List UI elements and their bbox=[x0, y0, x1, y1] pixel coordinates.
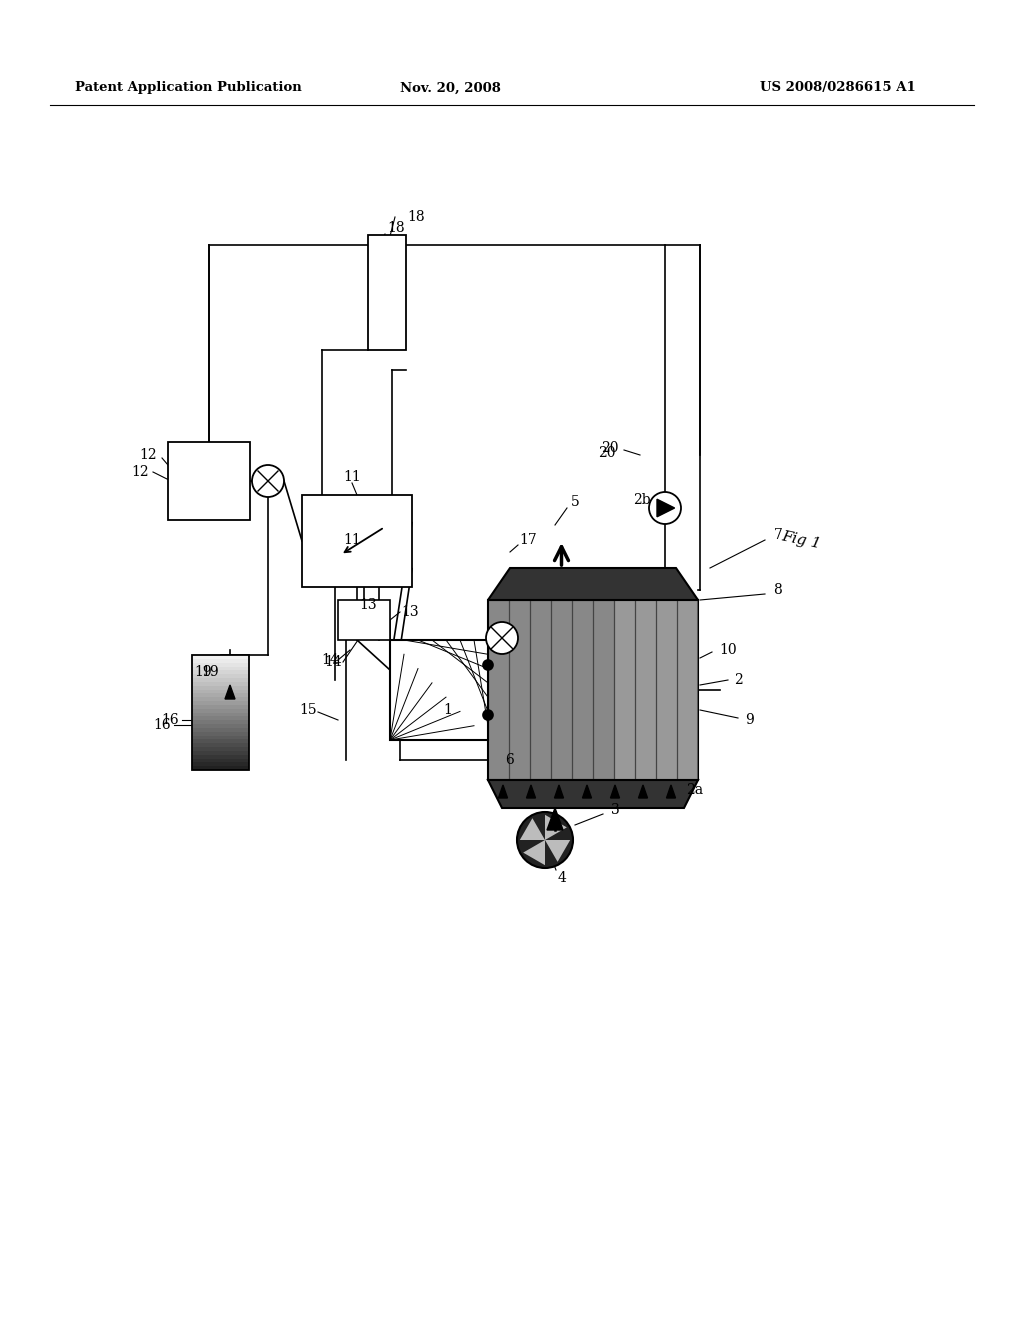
Bar bbox=[193, 693, 249, 697]
Bar bbox=[193, 655, 249, 659]
Bar bbox=[193, 735, 249, 739]
Text: Fig 1: Fig 1 bbox=[780, 529, 822, 550]
Bar bbox=[193, 701, 249, 705]
Text: 11: 11 bbox=[343, 470, 360, 484]
Text: 3: 3 bbox=[610, 803, 620, 817]
Text: 9: 9 bbox=[745, 713, 755, 727]
Bar bbox=[193, 743, 249, 747]
Bar bbox=[168, 442, 250, 520]
Polygon shape bbox=[583, 785, 592, 799]
Text: 13: 13 bbox=[359, 598, 377, 612]
Circle shape bbox=[649, 492, 681, 524]
Text: 18: 18 bbox=[407, 210, 425, 224]
Bar bbox=[193, 678, 249, 682]
Bar bbox=[193, 709, 249, 713]
Polygon shape bbox=[545, 814, 567, 840]
Bar bbox=[193, 755, 249, 759]
Text: 17: 17 bbox=[519, 533, 537, 546]
Bar bbox=[614, 601, 698, 780]
Bar bbox=[193, 717, 249, 721]
Text: 16: 16 bbox=[154, 718, 171, 733]
Text: 19: 19 bbox=[201, 665, 219, 678]
Text: 8: 8 bbox=[773, 583, 782, 597]
Text: 7: 7 bbox=[773, 528, 782, 543]
Bar bbox=[193, 759, 249, 763]
Text: US 2008/0286615 A1: US 2008/0286615 A1 bbox=[760, 82, 915, 95]
Bar bbox=[193, 682, 249, 685]
Polygon shape bbox=[520, 818, 545, 840]
Bar bbox=[193, 727, 249, 731]
Polygon shape bbox=[523, 840, 545, 865]
Polygon shape bbox=[657, 499, 675, 517]
Bar bbox=[193, 685, 249, 689]
Text: 4: 4 bbox=[557, 871, 566, 884]
Bar bbox=[193, 766, 249, 770]
Polygon shape bbox=[225, 685, 234, 700]
Bar bbox=[488, 601, 698, 780]
Bar bbox=[193, 751, 249, 755]
Text: Nov. 20, 2008: Nov. 20, 2008 bbox=[399, 82, 501, 95]
Polygon shape bbox=[545, 840, 570, 862]
Polygon shape bbox=[610, 785, 620, 799]
Bar bbox=[193, 747, 249, 751]
Bar bbox=[193, 697, 249, 701]
Text: 1: 1 bbox=[443, 704, 453, 717]
Text: 16: 16 bbox=[161, 713, 179, 727]
Polygon shape bbox=[488, 568, 698, 601]
Bar bbox=[193, 713, 249, 717]
Bar bbox=[193, 705, 249, 709]
Text: 2a: 2a bbox=[686, 783, 703, 797]
Bar bbox=[193, 731, 249, 735]
Bar bbox=[193, 739, 249, 743]
Text: 10: 10 bbox=[719, 643, 737, 657]
Polygon shape bbox=[547, 808, 563, 830]
Text: Patent Application Publication: Patent Application Publication bbox=[75, 82, 302, 95]
Polygon shape bbox=[555, 785, 563, 799]
Bar bbox=[368, 235, 406, 350]
Text: 15: 15 bbox=[299, 704, 316, 717]
Circle shape bbox=[252, 465, 284, 498]
Text: 12: 12 bbox=[131, 465, 148, 479]
Polygon shape bbox=[488, 780, 698, 808]
Bar bbox=[193, 655, 249, 770]
Polygon shape bbox=[667, 785, 676, 799]
Bar bbox=[193, 671, 249, 675]
Text: 13: 13 bbox=[401, 605, 419, 619]
Polygon shape bbox=[499, 785, 508, 799]
Bar bbox=[193, 689, 249, 693]
Bar bbox=[193, 667, 249, 671]
Circle shape bbox=[483, 660, 493, 671]
Text: 19: 19 bbox=[195, 665, 212, 678]
Text: 20: 20 bbox=[598, 446, 615, 459]
Bar bbox=[193, 723, 249, 727]
Text: 2b: 2b bbox=[633, 492, 651, 507]
Polygon shape bbox=[526, 785, 536, 799]
Bar bbox=[193, 663, 249, 667]
Text: 11: 11 bbox=[343, 533, 360, 546]
Text: 14: 14 bbox=[325, 655, 342, 669]
Text: 5: 5 bbox=[570, 495, 580, 510]
Text: 2: 2 bbox=[733, 673, 742, 686]
Circle shape bbox=[517, 812, 573, 869]
Text: 6: 6 bbox=[506, 752, 514, 767]
Polygon shape bbox=[639, 785, 647, 799]
Circle shape bbox=[486, 622, 518, 653]
Bar bbox=[338, 601, 390, 640]
Bar bbox=[193, 675, 249, 678]
Bar bbox=[193, 763, 249, 766]
Text: 14: 14 bbox=[322, 653, 339, 667]
Bar bbox=[302, 495, 412, 587]
Circle shape bbox=[483, 710, 493, 719]
Bar bbox=[193, 659, 249, 663]
Text: 20: 20 bbox=[601, 441, 618, 455]
Text: 12: 12 bbox=[139, 447, 157, 462]
Bar bbox=[193, 721, 249, 723]
Text: 18: 18 bbox=[387, 220, 404, 235]
Bar bbox=[390, 640, 488, 741]
